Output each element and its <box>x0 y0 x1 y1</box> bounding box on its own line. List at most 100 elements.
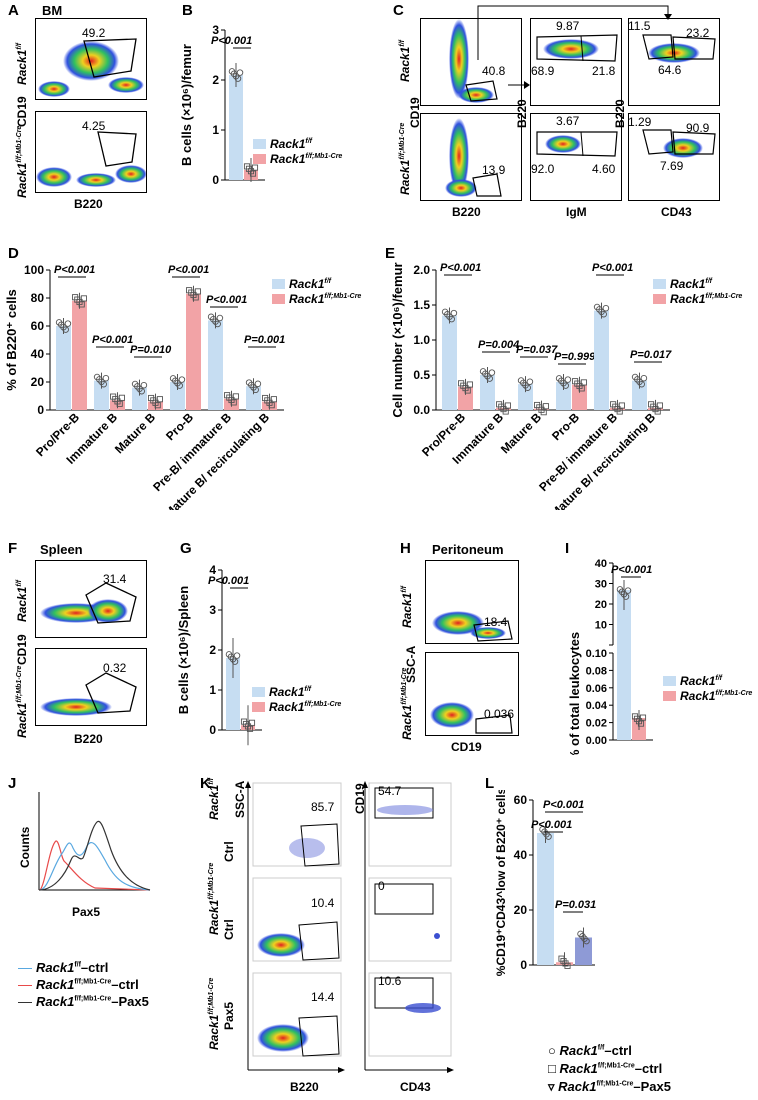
facs-c-r1c3 <box>628 18 720 106</box>
p-value: P<0.001 <box>206 294 247 306</box>
y-tick-label: 0 <box>520 958 527 972</box>
k-xlabel1: B220 <box>290 1080 319 1094</box>
bar <box>575 937 592 965</box>
c-val-14: 7.69 <box>660 159 684 173</box>
xlabel-c3: CD43 <box>661 205 692 219</box>
legend-swatch-ctrl <box>663 676 676 686</box>
p-value: P=0.031 <box>555 899 596 911</box>
data-point <box>251 164 259 171</box>
y-tick-label: 2.0 <box>413 263 430 277</box>
gate-a-bottom: 4.25 <box>82 119 106 133</box>
bar <box>537 833 554 965</box>
data-point <box>102 374 110 382</box>
k-row1-b: Ctrl <box>222 841 236 862</box>
panel-label-i: I <box>565 540 570 557</box>
data-point <box>252 386 259 394</box>
data-point <box>64 320 72 327</box>
c-val-11: 4.60 <box>592 162 616 176</box>
legend-sup-ko: f/f;Mb1-Cre <box>305 153 342 160</box>
y-tick-label: 0.08 <box>586 665 607 677</box>
row-label-h2: Rack1f/f;Mb1-Cre <box>400 667 414 740</box>
facs-f-bottom <box>35 648 147 726</box>
panel-label-c: C <box>393 2 404 19</box>
histogram-j <box>38 792 151 891</box>
y-tick-label: 80 <box>31 291 45 305</box>
chart-e: 0.0 0.5 1.0 1.5 2.0 Cell number (×10⁶)/femur P… <box>390 262 742 510</box>
y-tick-label: 0.5 <box>413 368 430 382</box>
data-point <box>116 400 123 407</box>
ylabel-c2: B220 <box>515 99 529 128</box>
c-val-10: 92.0 <box>531 162 555 176</box>
data-point <box>234 75 242 82</box>
k-xlabel2: CD43 <box>400 1080 431 1094</box>
data-point <box>270 396 277 403</box>
y-tick-label: 2 <box>212 73 219 87</box>
ylabel-c3: B220 <box>613 99 627 128</box>
bar <box>442 315 457 410</box>
k-row1: Rack1f/f <box>207 778 221 820</box>
y-tick-label: 30 <box>595 579 607 591</box>
legend-label-ctrl: Rack1 <box>289 277 325 291</box>
xlabel-c2: IgM <box>566 205 587 219</box>
legend-label-ctrl: Rack1 <box>269 685 305 699</box>
legend-swatch-ko <box>272 294 285 304</box>
y-tick-label: 1 <box>209 683 216 697</box>
p-value: P=0.004 <box>478 339 519 351</box>
panel-label-a: A <box>8 2 19 19</box>
p-value: P<0.001 <box>211 35 252 47</box>
y-axis-label: % of total leukocytes <box>567 632 582 755</box>
legend-sup-ko: f/f;Mb1-Cre <box>705 293 742 300</box>
ylabel-a: CD19 <box>15 96 29 127</box>
panel-label-h: H <box>400 540 411 557</box>
data-point <box>624 587 632 594</box>
p-value: P<0.001 <box>440 262 481 274</box>
c-val-2: 9.87 <box>556 19 580 33</box>
legend-swatch-ctrl <box>252 687 265 697</box>
data-point <box>248 719 256 726</box>
xlabel-j: Pax5 <box>72 905 101 919</box>
data-point <box>176 382 183 389</box>
data-point <box>524 384 531 391</box>
legend-label-ko: Rack1 <box>269 700 305 714</box>
data-point <box>230 399 237 406</box>
x-tick-label: Pro-B <box>549 410 582 443</box>
row-label-h1: Rack1f/f <box>400 586 414 628</box>
data-point <box>578 385 585 392</box>
y-tick-label: 1.5 <box>413 298 430 312</box>
c-val-6: 23.2 <box>686 26 710 40</box>
data-point <box>233 652 241 659</box>
y-tick-label: 20 <box>595 599 607 611</box>
data-point <box>192 294 199 301</box>
x-tick-label: Mature B <box>112 410 158 456</box>
chart-l: 0 20 40 60 %CD19⁺CD43^low of B220⁺ cells P<0.… <box>494 790 596 976</box>
data-point <box>602 304 610 312</box>
y-tick-label: 0.02 <box>586 718 607 730</box>
y-tick-label: 1.0 <box>413 333 430 347</box>
c-val-1: 40.8 <box>482 64 506 78</box>
data-point <box>526 378 534 385</box>
y-tick-label: 3 <box>212 23 219 37</box>
y-axis-label: % of B220⁺ cells <box>4 289 19 391</box>
data-point <box>448 315 455 323</box>
facs-c-r1c2 <box>530 18 622 106</box>
legend-swatch-ctrl <box>253 139 266 149</box>
p-value: P=0.010 <box>130 344 172 356</box>
legend-l-ko: □ Rack1f/f;Mb1-Cre–ctrl <box>548 1061 663 1076</box>
data-point <box>502 408 509 415</box>
k-ylabel1: SSC-A <box>233 780 247 818</box>
data-point <box>62 326 69 333</box>
y-tick-label: 20 <box>31 375 45 389</box>
facs-a-top <box>35 18 147 100</box>
ylabel-j: Counts <box>18 826 32 868</box>
data-point <box>622 593 630 600</box>
data-point <box>236 69 244 76</box>
c-val-3: 68.9 <box>531 64 555 78</box>
y-tick-label: 0 <box>209 723 216 737</box>
bar <box>226 658 240 730</box>
legend-sup-ko: f/f;Mb1-Cre <box>715 690 752 697</box>
k-row2-b: Ctrl <box>222 919 236 940</box>
panel-label-e: E <box>385 245 396 262</box>
data-point <box>231 658 239 665</box>
